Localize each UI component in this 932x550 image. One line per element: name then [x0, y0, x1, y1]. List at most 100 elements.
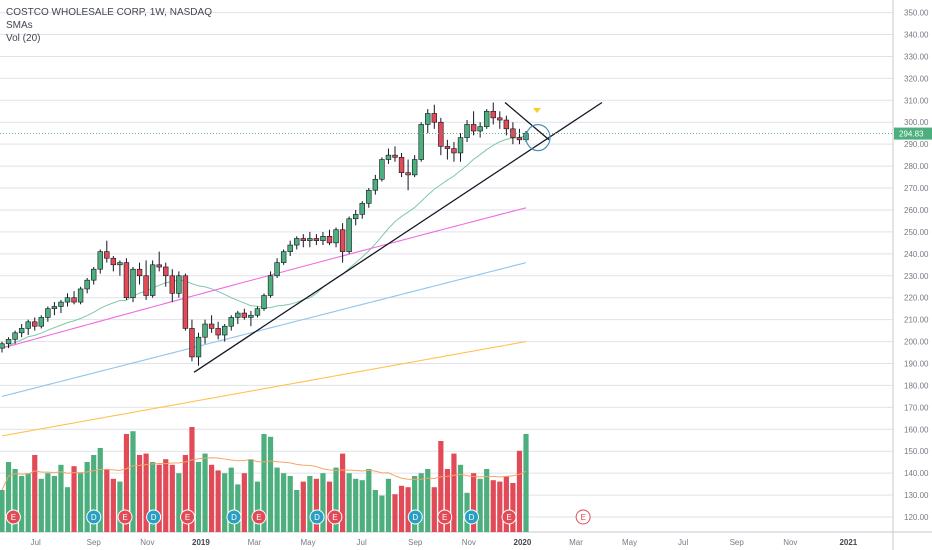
- candle: [418, 122, 424, 162]
- candle: [189, 319, 195, 362]
- candle-body: [189, 328, 195, 358]
- volume-bar: [71, 466, 77, 532]
- candle: [104, 240, 110, 263]
- candle-body: [123, 262, 130, 299]
- candle-body: [84, 279, 90, 290]
- earnings-marker[interactable]: E: [327, 509, 343, 525]
- candle: [91, 267, 97, 285]
- candle: [470, 111, 477, 136]
- sma-indicator-label[interactable]: SMAs: [6, 20, 33, 31]
- marker-circle: [86, 509, 102, 525]
- volume-bar: [516, 450, 523, 532]
- sma-50-line: [1, 207, 527, 349]
- dividend-marker[interactable]: D: [146, 509, 162, 525]
- candle: [326, 229, 333, 246]
- earnings-marker[interactable]: E: [501, 509, 517, 525]
- candle: [136, 262, 143, 285]
- candle: [169, 269, 175, 303]
- dividend-marker[interactable]: D: [464, 509, 480, 525]
- candle-body: [287, 244, 293, 252]
- candle: [182, 273, 189, 331]
- candle-body: [418, 124, 424, 160]
- candle: [346, 216, 352, 254]
- volume-bar: [431, 487, 437, 532]
- earnings-marker[interactable]: E: [575, 509, 591, 525]
- volume-bar: [366, 469, 372, 532]
- earnings-marker[interactable]: E: [117, 509, 133, 525]
- volume-bar: [84, 462, 90, 532]
- candle: [503, 115, 510, 136]
- sma-100-line: [1, 262, 527, 397]
- candle-body: [45, 308, 51, 318]
- candle: [77, 286, 84, 305]
- dividend-marker[interactable]: D: [309, 509, 325, 525]
- candle-body: [516, 137, 523, 141]
- candle-body: [12, 332, 18, 340]
- last-price-tag: [894, 127, 932, 140]
- volume-bar: [484, 469, 490, 532]
- volume-bar: [222, 473, 228, 532]
- marker-label: E: [506, 513, 511, 522]
- candle: [392, 146, 398, 162]
- candle: [287, 240, 293, 257]
- candle: [359, 201, 365, 219]
- candle: [307, 231, 313, 248]
- candle: [149, 260, 156, 298]
- dividend-marker[interactable]: D: [226, 509, 242, 525]
- highlight-circle[interactable]: [525, 123, 551, 152]
- support-trendline[interactable]: [193, 101, 603, 373]
- volume-ma-line: [1, 457, 527, 491]
- candle: [130, 267, 136, 303]
- volume-bar: [497, 481, 503, 532]
- x-tick-label: Sep: [408, 538, 423, 547]
- candle-body: [405, 172, 411, 176]
- marker-circle: [251, 509, 267, 525]
- volume-bar: [346, 473, 352, 532]
- time-axis[interactable]: Jul Sep Nov 2019 Mar May Jul Sep Nov 2020 Mar May Ju…: [31, 538, 858, 547]
- candle-body: [379, 159, 385, 180]
- volume-bar: [379, 495, 385, 532]
- volume-bar: [353, 478, 359, 532]
- candle: [398, 152, 405, 178]
- candle: [405, 159, 411, 191]
- volume-indicator-label[interactable]: Vol (20): [6, 33, 41, 44]
- earnings-marker[interactable]: E: [437, 509, 453, 525]
- candle-body: [5, 339, 12, 345]
- candle-body: [241, 312, 248, 318]
- candle-body: [477, 126, 483, 132]
- candle-body: [366, 189, 372, 204]
- volume-bar: [5, 462, 12, 532]
- candle: [497, 111, 503, 129]
- dividend-marker[interactable]: D: [407, 509, 423, 525]
- candle-body: [202, 323, 208, 338]
- x-tick-label: 2019: [192, 538, 210, 547]
- volume-bar: [523, 434, 529, 532]
- volume-bar: [320, 473, 326, 532]
- candle: [84, 277, 90, 294]
- candle-body: [130, 268, 136, 299]
- earnings-marker[interactable]: E: [251, 509, 267, 525]
- candle-body: [254, 308, 261, 316]
- candle: [490, 102, 496, 125]
- candle: [235, 310, 241, 325]
- y-tick-label: 250.00: [904, 228, 929, 237]
- price-axis[interactable]: 120.00 130.00 140.00 150.00 160.00 170.00 180.…: [904, 9, 929, 522]
- resistance-trendline[interactable]: [504, 102, 550, 141]
- volume-bar: [425, 469, 431, 532]
- candle-body: [267, 275, 274, 296]
- volume-bar: [38, 478, 44, 532]
- y-tick-label: 230.00: [904, 272, 929, 281]
- earnings-marker[interactable]: E: [180, 509, 196, 525]
- candle: [208, 315, 215, 333]
- earnings-marker[interactable]: E: [5, 509, 21, 525]
- y-tick-label: 160.00: [904, 425, 929, 434]
- last-price-label: 294.83: [899, 130, 924, 139]
- candle-body: [248, 314, 254, 318]
- volume-bar: [215, 470, 221, 532]
- x-tick-label: Nov: [140, 538, 154, 547]
- dividend-marker[interactable]: D: [86, 509, 102, 525]
- volume-bar: [97, 448, 103, 532]
- candle: [385, 148, 392, 164]
